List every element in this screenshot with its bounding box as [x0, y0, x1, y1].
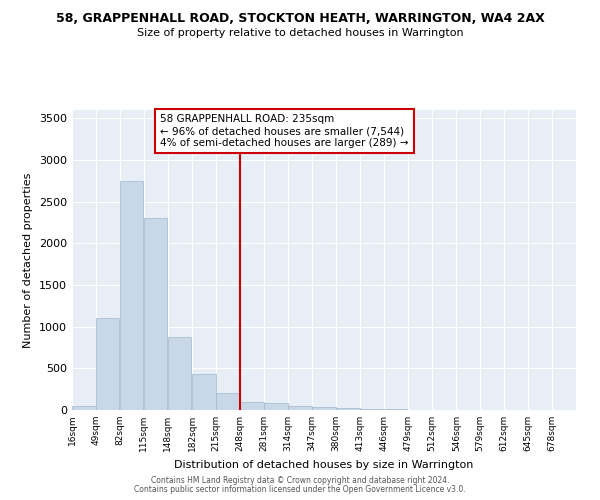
Bar [96, 318, 119, 410]
Text: Size of property relative to detached houses in Warrington: Size of property relative to detached ho… [137, 28, 463, 38]
Bar [120, 181, 143, 410]
Bar [217, 394, 240, 410]
Bar [264, 404, 288, 410]
Bar [168, 336, 191, 410]
Bar [384, 409, 407, 410]
Text: 58 GRAPPENHALL ROAD: 235sqm
← 96% of detached houses are smaller (7,544)
4% of s: 58 GRAPPENHALL ROAD: 235sqm ← 96% of det… [160, 114, 409, 148]
Bar [360, 409, 383, 410]
Bar [336, 408, 359, 410]
Bar [240, 402, 264, 410]
Text: 58, GRAPPENHALL ROAD, STOCKTON HEATH, WARRINGTON, WA4 2AX: 58, GRAPPENHALL ROAD, STOCKTON HEATH, WA… [56, 12, 544, 26]
Text: Contains public sector information licensed under the Open Government Licence v3: Contains public sector information licen… [134, 484, 466, 494]
Y-axis label: Number of detached properties: Number of detached properties [23, 172, 34, 348]
Bar [72, 406, 95, 410]
Bar [144, 218, 167, 410]
Bar [312, 406, 335, 410]
Text: Distribution of detached houses by size in Warrington: Distribution of detached houses by size … [175, 460, 473, 470]
Text: Contains HM Land Registry data © Crown copyright and database right 2024.: Contains HM Land Registry data © Crown c… [151, 476, 449, 485]
Bar [288, 406, 311, 410]
Bar [193, 374, 216, 410]
